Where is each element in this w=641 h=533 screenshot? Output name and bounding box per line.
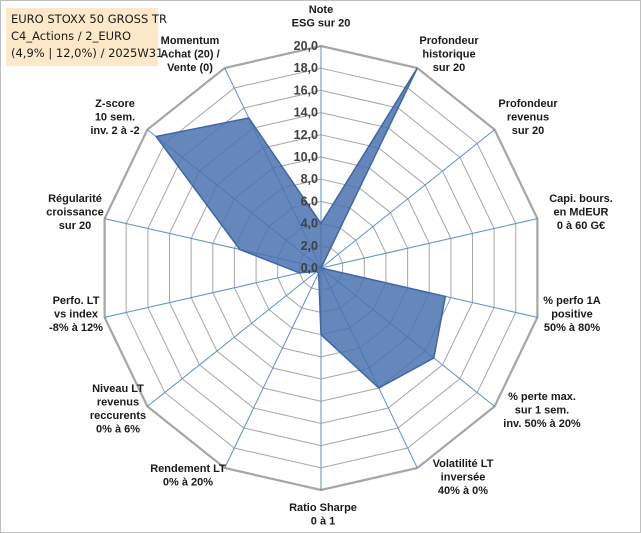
- title-line-1: EURO STOXX 50 GROSS TR: [11, 12, 167, 26]
- tick-label: 0,0: [301, 261, 318, 275]
- axis-spoke: [320, 218, 538, 269]
- tick-label: 18,0: [294, 61, 318, 75]
- axis-label: Ratio Sharpe 0 à 1: [289, 502, 357, 528]
- tick-label: 6,0: [301, 194, 318, 208]
- tick-label: 4,0: [301, 217, 318, 231]
- axis-label: Profondeur revenus sur 20: [498, 98, 558, 137]
- tick-label: 14,0: [294, 106, 318, 120]
- axis-spoke: [104, 267, 322, 318]
- tick-label: 10,0: [294, 150, 318, 164]
- title-line-3: (4,9% | 12,0%) / 2025W31: [11, 46, 164, 60]
- tick-label: 20,0: [294, 39, 318, 53]
- chart-title-box: EURO STOXX 50 GROSS TR C4_Actions / 2_EU…: [6, 8, 167, 66]
- axis-label: Régularité croissance sur 20: [46, 193, 103, 232]
- axis-label: Momentum Achat (20) / Vente (0): [160, 35, 219, 74]
- axis-label: Perfo. LT vs index -8% à 12%: [49, 295, 103, 334]
- axis-label: % perfo 1A positive 50% à 80%: [543, 295, 601, 334]
- tick-label: 16,0: [294, 83, 318, 97]
- tick-label: 2,0: [301, 239, 318, 253]
- axis-spoke: [224, 267, 322, 469]
- axis-label: Z-score 10 sem. inv. 2 à -2: [90, 98, 139, 137]
- axis-spoke: [147, 267, 322, 407]
- axis-label: Niveau LT revenus reccurents 0% à 6%: [90, 383, 146, 436]
- axis-label: Profondeur historique sur 20: [419, 35, 479, 74]
- axis-label: Capi. bours. en MdEUR 0 à 60 G€: [549, 193, 613, 232]
- axis-label: % perte max. sur 1 sem. inv. 50% à 20%: [503, 391, 581, 430]
- tick-label: 12,0: [294, 128, 318, 142]
- axis-label: Rendement LT 0% à 20%: [150, 463, 226, 489]
- tick-label: 8,0: [301, 172, 318, 186]
- axis-label: Volatilité LT inversée 40% à 0%: [433, 458, 494, 497]
- series-area: [154, 67, 447, 389]
- title-line-2: C4_Actions / 2_EURO: [11, 29, 132, 43]
- axis-spoke: [320, 129, 495, 269]
- axis-label: Note ESG sur 20: [292, 4, 351, 30]
